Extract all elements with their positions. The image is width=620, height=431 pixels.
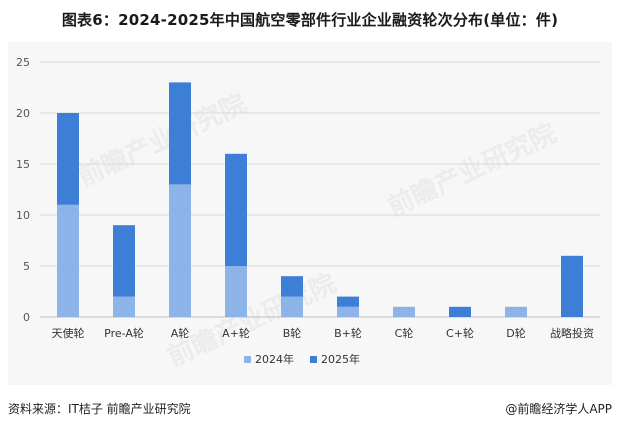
y-tick-label: 5 xyxy=(23,260,30,273)
x-tick-label: Pre-A轮 xyxy=(104,326,144,340)
x-tick-label: D轮 xyxy=(506,326,525,340)
x-tick-label: C+轮 xyxy=(446,326,474,340)
legend: 2024年 2025年 xyxy=(244,352,360,366)
legend-swatch xyxy=(244,356,251,363)
bar-2025 xyxy=(449,306,471,317)
bar-2024 xyxy=(281,296,303,317)
x-tick-label: B+轮 xyxy=(334,326,362,340)
bar-2025 xyxy=(225,153,247,266)
legend-swatch xyxy=(310,356,317,363)
y-axis-ticks: 0 5 10 15 20 25 xyxy=(16,56,30,324)
x-tick-label: 战略投资 xyxy=(550,326,594,340)
y-tick-label: 20 xyxy=(16,107,30,120)
x-tick-label: A轮 xyxy=(171,326,190,340)
bar-2024 xyxy=(337,306,359,317)
x-tick-label: A+轮 xyxy=(222,326,250,340)
x-tick-label: B轮 xyxy=(283,326,302,340)
bar-2024 xyxy=(57,204,79,317)
y-tick-label: 0 xyxy=(23,311,30,324)
bar-2024 xyxy=(225,266,247,317)
x-tick-label: 天使轮 xyxy=(52,326,85,340)
y-tick-label: 10 xyxy=(16,209,30,222)
bar-2025 xyxy=(169,82,191,185)
y-tick-label: 25 xyxy=(16,56,30,69)
y-tick-label: 15 xyxy=(16,158,30,171)
bar-2024 xyxy=(169,184,191,317)
bar-2025 xyxy=(561,255,583,317)
bars xyxy=(57,82,583,317)
bar-2025 xyxy=(57,113,79,205)
x-tick-label: C轮 xyxy=(395,326,414,340)
bar-2025 xyxy=(281,276,303,297)
legend-label: 2024年 xyxy=(255,352,294,366)
brand-credit: @前瞻经济学人APP xyxy=(505,402,612,416)
legend-label: 2025年 xyxy=(321,352,360,366)
bar-2024 xyxy=(393,306,415,317)
bar-2024 xyxy=(505,306,527,317)
bar-2024 xyxy=(113,296,135,317)
bar-2025 xyxy=(337,296,359,307)
source-note: 资料来源：IT桔子 前瞻产业研究院 xyxy=(8,402,191,416)
plot-frame xyxy=(8,42,612,385)
x-axis-ticks: 天使轮 Pre-A轮 A轮 A+轮 B轮 B+轮 C轮 C+轮 D轮 战略投资 xyxy=(52,326,595,340)
bar-2025 xyxy=(113,225,135,297)
footer: 资料来源：IT桔子 前瞻产业研究院 @前瞻经济学人APP xyxy=(8,400,612,420)
chart-title: 图表6：2024-2025年中国航空零部件行业企业融资轮次分布(单位：件) xyxy=(61,11,559,29)
